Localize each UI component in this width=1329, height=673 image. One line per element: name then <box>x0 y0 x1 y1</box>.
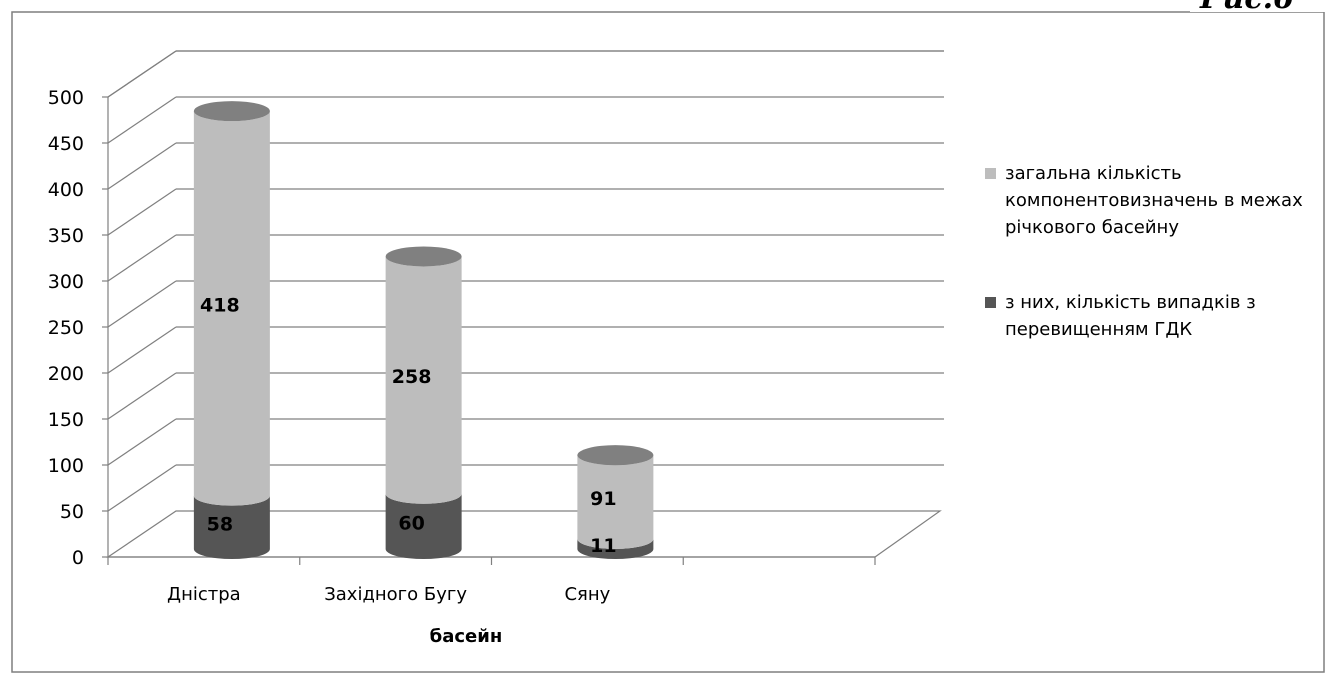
x-tick-label: Дністра <box>167 584 241 605</box>
gridline-side <box>107 234 177 282</box>
legend-label-total: загальна кількість компонентовизначень в… <box>1005 163 1303 238</box>
legend-swatch-total <box>985 168 996 179</box>
legend: загальна кількість компонентовизначень в… <box>985 160 1305 391</box>
data-labels: 58 418 60 258 11 91 <box>200 294 617 557</box>
gridline-side <box>107 372 177 420</box>
gridline-side <box>107 280 177 328</box>
x-tick-label: Сяну <box>564 584 610 605</box>
bar-segment-exceed <box>385 493 462 559</box>
y-tick-label: 0 <box>72 547 84 569</box>
gridline-side <box>107 326 177 374</box>
bar-segment-total <box>577 455 654 549</box>
y-tick-label: 400 <box>48 179 84 201</box>
chart-frame <box>11 11 1325 673</box>
y-tick-label: 250 <box>48 317 84 339</box>
gridline-side <box>107 464 177 512</box>
bar-top-cap <box>385 246 462 267</box>
figure-number-label: Рис.6 <box>1199 0 1294 16</box>
y-tick-label: 350 <box>48 225 84 247</box>
x-tick-label: Західного Бугу <box>324 584 467 605</box>
axes: 0 50 100 150 200 250 300 350 400 450 500 Дністра Зах… <box>48 87 876 605</box>
y-tick-label: 300 <box>48 271 84 293</box>
legend-label-exceed: з них, кількість випадків з перевищенням… <box>1005 292 1256 340</box>
data-label-total: 91 <box>590 488 616 510</box>
data-label-exceed: 60 <box>398 512 424 534</box>
data-label-exceed: 11 <box>590 535 616 557</box>
bar-segment-exceed <box>193 495 270 559</box>
corner-label-background <box>1190 0 1329 12</box>
y-tick-label: 450 <box>48 133 84 155</box>
data-label-total: 418 <box>200 294 240 316</box>
bar-segment-total <box>385 256 462 504</box>
data-label-exceed: 58 <box>207 513 233 535</box>
gridline-side <box>107 188 177 236</box>
gridline-side <box>107 96 177 144</box>
legend-swatch-exceed <box>985 297 996 308</box>
legend-item-total: загальна кількість компонентовизначень в… <box>985 160 1305 241</box>
bar-segment-total <box>193 111 270 506</box>
gridline-side <box>107 418 177 466</box>
y-tick-label: 200 <box>48 363 84 385</box>
y-tick-label: 500 <box>48 87 84 109</box>
wall-top-side <box>107 50 177 98</box>
bar-segment-exceed <box>577 538 654 559</box>
gridline-side <box>107 142 177 190</box>
bar-top-cap <box>193 101 270 122</box>
legend-item-exceed: з них, кількість випадків з перевищенням… <box>985 289 1305 343</box>
y-tick-label: 50 <box>60 501 84 523</box>
bar-top-cap <box>577 445 654 466</box>
y-tick-label: 100 <box>48 455 84 477</box>
bars <box>193 101 654 559</box>
x-axis-title: басейн <box>430 626 503 647</box>
y-tick-label: 150 <box>48 409 84 431</box>
data-label-total: 258 <box>392 366 432 388</box>
